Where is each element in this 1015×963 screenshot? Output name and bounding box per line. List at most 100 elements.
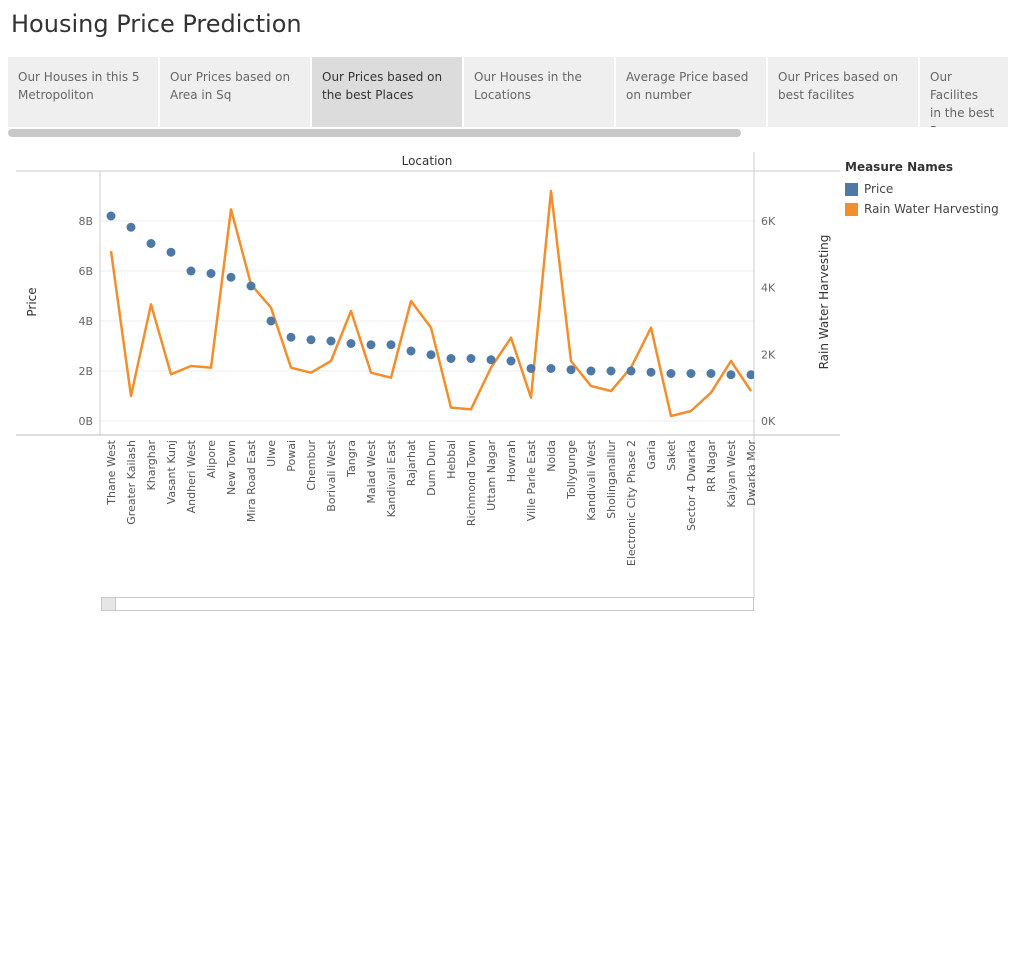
y2-tick-label: 6K bbox=[761, 215, 776, 228]
y-tick-label: 0B bbox=[78, 415, 93, 428]
legend-label: Rain Water Harvesting bbox=[864, 202, 999, 216]
price-point bbox=[406, 346, 416, 356]
x-tick-label: Kandivali West bbox=[585, 439, 598, 520]
price-point bbox=[726, 370, 736, 380]
price-point bbox=[706, 369, 716, 378]
price-point bbox=[366, 340, 376, 350]
legend-item-price[interactable]: Price bbox=[845, 179, 999, 199]
x-tick-label: Electronic City Phase 2 bbox=[625, 440, 638, 566]
x-tick-label: Greater Kailash bbox=[125, 440, 138, 525]
price-point bbox=[286, 332, 296, 342]
tab-label-line2: best facilites bbox=[778, 88, 855, 102]
legend: Measure Names Price Rain Water Harvestin… bbox=[845, 160, 999, 219]
x-tick-label: Kharghar bbox=[145, 440, 158, 491]
tab-average-price[interactable]: Average Price based on number bbox=[616, 57, 766, 127]
y-tick-label: 4B bbox=[78, 315, 93, 328]
price-point bbox=[306, 335, 316, 345]
tab-prices-facilites[interactable]: Our Prices based on best facilites bbox=[768, 57, 918, 127]
y-axis-title: Price bbox=[25, 287, 39, 316]
price-point bbox=[626, 366, 636, 376]
x-tick-label: Kandivali East bbox=[385, 439, 398, 517]
chart-horizontal-scrollbar[interactable] bbox=[101, 597, 754, 611]
tab-label-line2: Locations bbox=[474, 88, 532, 102]
legend-title: Measure Names bbox=[845, 160, 954, 174]
tab-prices-area[interactable]: Our Prices based on Area in Sq bbox=[160, 57, 310, 127]
legend-item-rain-water-harvesting[interactable]: Rain Water Harvesting bbox=[845, 199, 999, 219]
price-point bbox=[446, 354, 456, 363]
price-point bbox=[246, 281, 256, 291]
tab-label-line1: Our Houses in this 5 bbox=[18, 70, 140, 84]
x-tick-label: Sector 4 Dwarka bbox=[685, 440, 698, 531]
price-point bbox=[466, 354, 476, 363]
x-tick-label: Andheri West bbox=[185, 439, 198, 513]
price-point bbox=[686, 369, 696, 378]
x-tick-label: Dum Dum bbox=[425, 440, 438, 496]
x-tick-label: Vasant Kunj bbox=[165, 440, 178, 504]
price-point bbox=[426, 350, 436, 360]
x-tick-label: Ulwe bbox=[265, 440, 278, 467]
price-point bbox=[666, 369, 676, 378]
price-point bbox=[746, 370, 754, 380]
chart-area: Location Price Rain Water Harvesting 0B 2… bbox=[0, 140, 1015, 620]
price-series bbox=[106, 211, 754, 380]
price-point bbox=[106, 211, 116, 221]
x-tick-label: Sholinganallur bbox=[605, 440, 618, 519]
tab-label-line2: in the best P... bbox=[930, 106, 995, 127]
price-point bbox=[226, 272, 236, 282]
scrollbar-thumb[interactable] bbox=[102, 598, 116, 610]
y-tick-label: 8B bbox=[78, 215, 93, 228]
combo-chart: Location Price Rain Water Harvesting 0B 2… bbox=[16, 152, 840, 598]
tab-label-line1: Our Prices based on bbox=[778, 70, 899, 84]
x-tick-label: Malad West bbox=[365, 439, 378, 503]
price-point bbox=[266, 316, 276, 326]
x-tick-label: Powai bbox=[285, 440, 298, 472]
category-labels: Thane West Greater Kailash Kharghar Vasant … bbox=[105, 439, 758, 566]
page-title: Housing Price Prediction bbox=[11, 10, 302, 38]
legend-swatch-price bbox=[845, 182, 858, 196]
y2-tick-label: 4K bbox=[761, 282, 776, 295]
tab-label-line2: the best Places bbox=[322, 88, 414, 102]
y-tick-label: 6B bbox=[78, 265, 93, 278]
x-tick-label: Howrah bbox=[505, 440, 518, 482]
x-tick-label: Tangra bbox=[345, 440, 358, 478]
rain-water-harvesting-series bbox=[109, 189, 753, 418]
x-tick-label: Garia bbox=[645, 440, 658, 470]
tab-label-line1: Average Price based bbox=[626, 70, 749, 84]
price-point bbox=[546, 364, 556, 373]
price-point bbox=[486, 355, 496, 365]
price-point bbox=[566, 365, 576, 375]
tab-prices-best-places[interactable]: Our Prices based on the best Places bbox=[312, 57, 462, 127]
x-tick-label: Chembur bbox=[305, 440, 318, 491]
x-tick-label: Hebbal bbox=[445, 440, 458, 479]
price-point bbox=[506, 356, 516, 366]
x-tick-label: Noida bbox=[545, 440, 558, 472]
legend-swatch-rwh bbox=[845, 202, 858, 216]
x-tick-label: Alipore bbox=[205, 440, 218, 479]
y-tick-label: 2B bbox=[78, 365, 93, 378]
rwh-line bbox=[109, 189, 753, 418]
x-tick-label: Dwarka Mor bbox=[745, 440, 758, 506]
tab-houses-locations[interactable]: Our Houses in the Locations bbox=[464, 57, 614, 127]
tab-facilites-best-places[interactable]: Our Facilites in the best P... bbox=[920, 57, 1008, 127]
tab-label-line1: Our Houses in the bbox=[474, 70, 582, 84]
tab-houses-metropoliton[interactable]: Our Houses in this 5 Metropoliton bbox=[8, 57, 158, 127]
price-point bbox=[186, 266, 196, 276]
tab-label-line1: Our Prices based on bbox=[322, 70, 443, 84]
price-point bbox=[146, 239, 156, 248]
x-tick-label: Thane West bbox=[105, 439, 118, 505]
x-tick-label: New Town bbox=[225, 440, 238, 495]
x-tick-label: Tollygunge bbox=[565, 440, 578, 500]
x-tick-label: Borivali West bbox=[325, 439, 338, 511]
x-tick-label: Kalyan West bbox=[725, 439, 738, 507]
price-point bbox=[586, 366, 596, 376]
price-point bbox=[206, 269, 216, 278]
price-point bbox=[166, 247, 176, 257]
x-tick-label: Richmond Town bbox=[465, 440, 478, 526]
x-tick-label: Mira Road East bbox=[245, 439, 258, 522]
x-tick-label: Ville Parle East bbox=[525, 439, 538, 521]
price-point bbox=[386, 340, 396, 350]
tab-label-line2: Area in Sq bbox=[170, 88, 232, 102]
dashboard-tabs: Our Houses in this 5 Metropoliton Our Pr… bbox=[8, 57, 1008, 127]
x-tick-label: Uttam Nagar bbox=[485, 440, 498, 511]
tabs-scrollbar[interactable] bbox=[8, 129, 741, 137]
